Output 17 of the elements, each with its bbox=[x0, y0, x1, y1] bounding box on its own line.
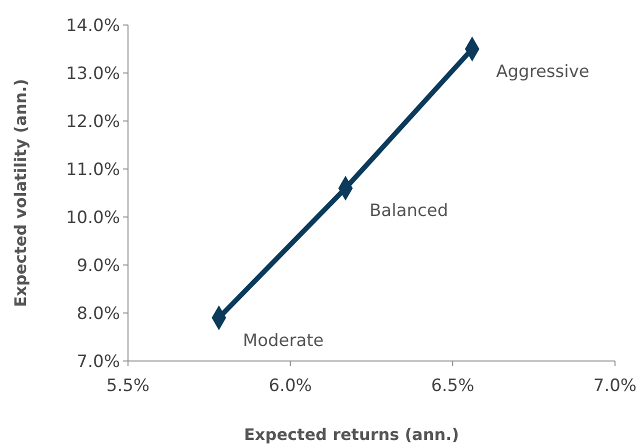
y-tick-label: 12.0% bbox=[66, 112, 120, 132]
x-tick-label: 6.0% bbox=[268, 376, 312, 396]
y-tick-label: 10.0% bbox=[66, 208, 120, 228]
annotation: Balanced bbox=[370, 201, 448, 222]
y-tick-label: 8.0% bbox=[76, 304, 120, 324]
x-axis-title: Expected returns (ann.) bbox=[244, 425, 459, 444]
y-tick-label: 14.0% bbox=[66, 16, 120, 36]
y-tick-label: 9.0% bbox=[76, 256, 120, 276]
x-tick-label: 6.5% bbox=[431, 376, 474, 396]
y-axis-title: Expected volatility (ann.) bbox=[11, 78, 30, 308]
annotation: Aggressive bbox=[496, 62, 590, 82]
y-tick-label: 11.0% bbox=[66, 160, 120, 180]
x-tick-label: 5.5% bbox=[106, 376, 150, 396]
annotation: Moderate bbox=[242, 330, 324, 351]
y-tick-label: 7.0% bbox=[76, 352, 120, 372]
y-tick-label: 13.0% bbox=[66, 64, 120, 84]
x-tick-label: 7.0% bbox=[593, 376, 637, 396]
